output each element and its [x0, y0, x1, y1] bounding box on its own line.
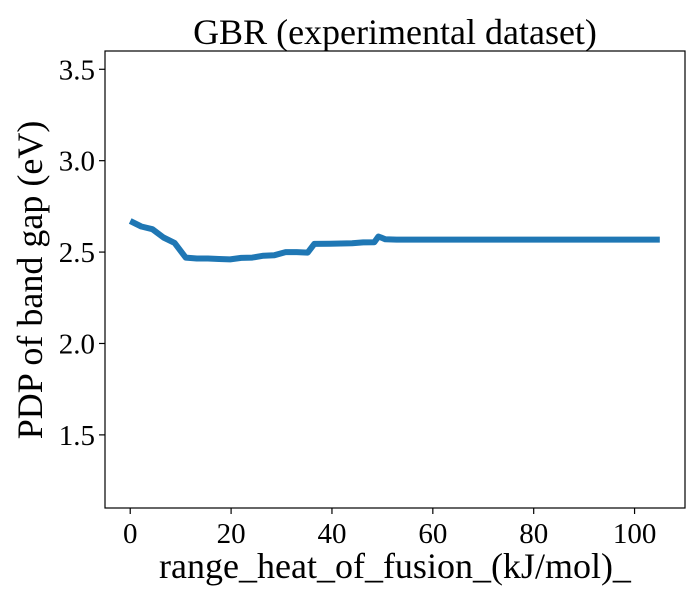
x-axis-label: range_heat_of_fusion_(kJ/mol)_: [159, 546, 632, 586]
y-tick-label: 1.5: [59, 420, 95, 452]
x-tick-label: 80: [519, 518, 548, 550]
y-tick-label: 3.0: [59, 146, 95, 178]
x-tick-label: 60: [418, 518, 447, 550]
y-tick-label: 2.5: [59, 237, 95, 269]
y-axis-label: PDP of band gap (eV): [10, 121, 50, 440]
chart-title: GBR (experimental dataset): [193, 12, 597, 52]
y-tick-label: 2.0: [59, 328, 95, 360]
x-tick-label: 40: [317, 518, 346, 550]
plot-frame: [104, 50, 686, 509]
x-tick-label: 20: [217, 518, 246, 550]
ticks-layer: 0 20 40 60 80 100 1.5 2.0 2.5 3.0 3.5: [59, 54, 657, 550]
x-tick-label: 0: [123, 518, 138, 550]
series-line: [128, 218, 660, 263]
x-tick-label: 100: [613, 518, 657, 550]
y-tick-label: 3.5: [59, 54, 95, 86]
